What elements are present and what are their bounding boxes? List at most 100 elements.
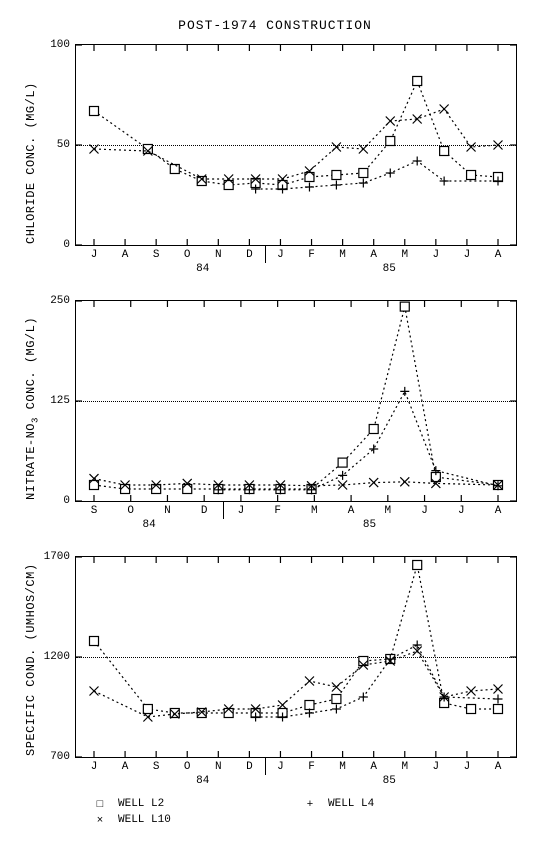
plus-marker-icon: + [300, 798, 320, 810]
series-marker-L2 [332, 171, 341, 180]
x-tick-label: A [495, 501, 502, 517]
series-line-L4 [256, 645, 498, 717]
series-line-L2 [94, 307, 498, 489]
y-tick-label: 100 [50, 39, 76, 51]
series-marker-L10 [332, 143, 341, 152]
legend-label: WELL L4 [328, 798, 374, 810]
series-marker-L2 [170, 709, 179, 718]
series-overlay [76, 557, 516, 757]
year-divider [223, 501, 224, 519]
x-tick-label: J [238, 501, 245, 517]
x-tick-label: O [184, 245, 191, 261]
x-tick-label: A [370, 757, 377, 773]
legend-col2: + WELL L4 [300, 796, 374, 812]
year-divider [265, 757, 266, 775]
series-marker-L4 [400, 387, 409, 396]
year-label: 85 [363, 519, 376, 531]
year-label: 84 [196, 775, 209, 787]
x-tick-label: F [308, 757, 315, 773]
x-tick-label: S [153, 245, 160, 261]
x-tick-label: J [464, 757, 471, 773]
series-marker-L10 [467, 687, 476, 696]
x-tick-label: S [153, 757, 160, 773]
series-marker-L2 [90, 637, 99, 646]
series-line-L4 [256, 161, 498, 189]
series-marker-L2 [440, 147, 449, 156]
series-marker-L10 [359, 145, 368, 154]
x-tick-label: J [277, 757, 284, 773]
series-marker-L2 [400, 302, 409, 311]
series-marker-L10 [413, 115, 422, 124]
series-marker-L2 [90, 107, 99, 116]
series-line-L2 [94, 81, 498, 185]
series-marker-L10 [90, 145, 99, 154]
y-tick-label: 1200 [44, 651, 76, 663]
x-tick-label: J [458, 501, 465, 517]
series-overlay [76, 45, 516, 245]
x-tick-label: M [311, 501, 318, 517]
series-marker-L10 [386, 117, 395, 126]
series-marker-L2 [359, 169, 368, 178]
series-marker-L2 [494, 705, 503, 714]
x-tick-label: J [277, 245, 284, 261]
series-marker-L4 [440, 177, 449, 186]
series-marker-L4 [494, 695, 503, 704]
series-marker-L2 [386, 137, 395, 146]
series-marker-L10 [90, 687, 99, 696]
year-label: 84 [196, 263, 209, 275]
x-tick-label: N [215, 757, 222, 773]
series-marker-L10 [440, 105, 449, 114]
x-tick-label: A [348, 501, 355, 517]
legend-item-l2: □ WELL L2 [90, 796, 171, 812]
square-marker-icon: □ [90, 798, 110, 810]
y-tick-label: 1700 [44, 551, 76, 563]
x-tick-label: J [464, 245, 471, 261]
x-tick-label: F [274, 501, 281, 517]
series-marker-L2 [121, 485, 130, 494]
x-tick-label: M [339, 245, 346, 261]
series-marker-L4 [332, 181, 341, 190]
series-overlay [76, 301, 516, 501]
legend-label: WELL L10 [118, 814, 171, 826]
series-marker-L2 [413, 77, 422, 86]
x-tick-label: M [401, 245, 408, 261]
series-marker-L2 [369, 425, 378, 434]
page: POST-1974 CONSTRUCTION CHLORIDE CONC. (M… [0, 0, 550, 848]
x-tick-label: S [91, 501, 98, 517]
x-tick-label: D [246, 757, 253, 773]
x-tick-label: O [127, 501, 134, 517]
x-tick-label: A [495, 757, 502, 773]
y-tick-label: 50 [57, 139, 76, 151]
y-axis-label: CHLORIDE CONC. (MG/L) [24, 82, 38, 244]
x-tick-label: A [122, 757, 129, 773]
x-tick-label: N [215, 245, 222, 261]
series-marker-L4 [332, 705, 341, 714]
series-marker-L4 [359, 179, 368, 188]
series-marker-L4 [369, 445, 378, 454]
x-tick-label: A [370, 245, 377, 261]
series-marker-L4 [413, 157, 422, 166]
y-tick-label: 125 [50, 395, 76, 407]
x-tick-label: N [164, 501, 171, 517]
x-tick-label: J [433, 245, 440, 261]
series-marker-L2 [170, 165, 179, 174]
x-tick-label: M [385, 501, 392, 517]
plot-spcond: 70012001700JASONDJFMAMJJA8485 [75, 556, 517, 758]
x-tick-label: J [433, 757, 440, 773]
x-tick-label: A [122, 245, 129, 261]
legend-item-l10: × WELL L10 [90, 812, 171, 828]
series-marker-L10 [369, 478, 378, 487]
x-tick-label: M [401, 757, 408, 773]
series-marker-L2 [224, 709, 233, 718]
plot-chloride: 050100JASONDJFMAMJJA8485 [75, 44, 517, 246]
legend-item-l4: + WELL L4 [300, 796, 374, 812]
series-marker-L4 [305, 183, 314, 192]
year-label: 85 [383, 263, 396, 275]
series-marker-L2 [467, 705, 476, 714]
y-axis-label: NITRATE-NO3 CONC. (MG/L) [24, 317, 40, 500]
y-tick-label: 250 [50, 295, 76, 307]
series-marker-L2 [143, 145, 152, 154]
x-tick-label: J [421, 501, 428, 517]
legend-label: WELL L2 [118, 798, 164, 810]
x-marker-icon: × [90, 814, 110, 826]
